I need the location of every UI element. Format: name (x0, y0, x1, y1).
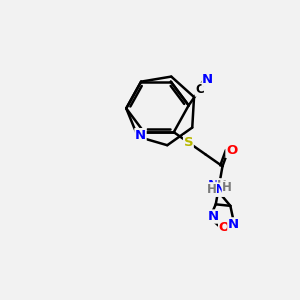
Text: C: C (195, 83, 204, 96)
Text: N: N (228, 218, 239, 231)
Text: S: S (184, 136, 193, 149)
Text: H: H (222, 181, 232, 194)
Text: O: O (219, 221, 230, 234)
Text: N: N (208, 179, 219, 192)
Text: N: N (208, 210, 219, 223)
Text: N: N (215, 183, 226, 196)
Text: H: H (217, 179, 227, 192)
Text: O: O (226, 144, 237, 158)
Text: N: N (202, 73, 213, 86)
Text: H: H (206, 183, 216, 196)
Text: N: N (135, 129, 146, 142)
